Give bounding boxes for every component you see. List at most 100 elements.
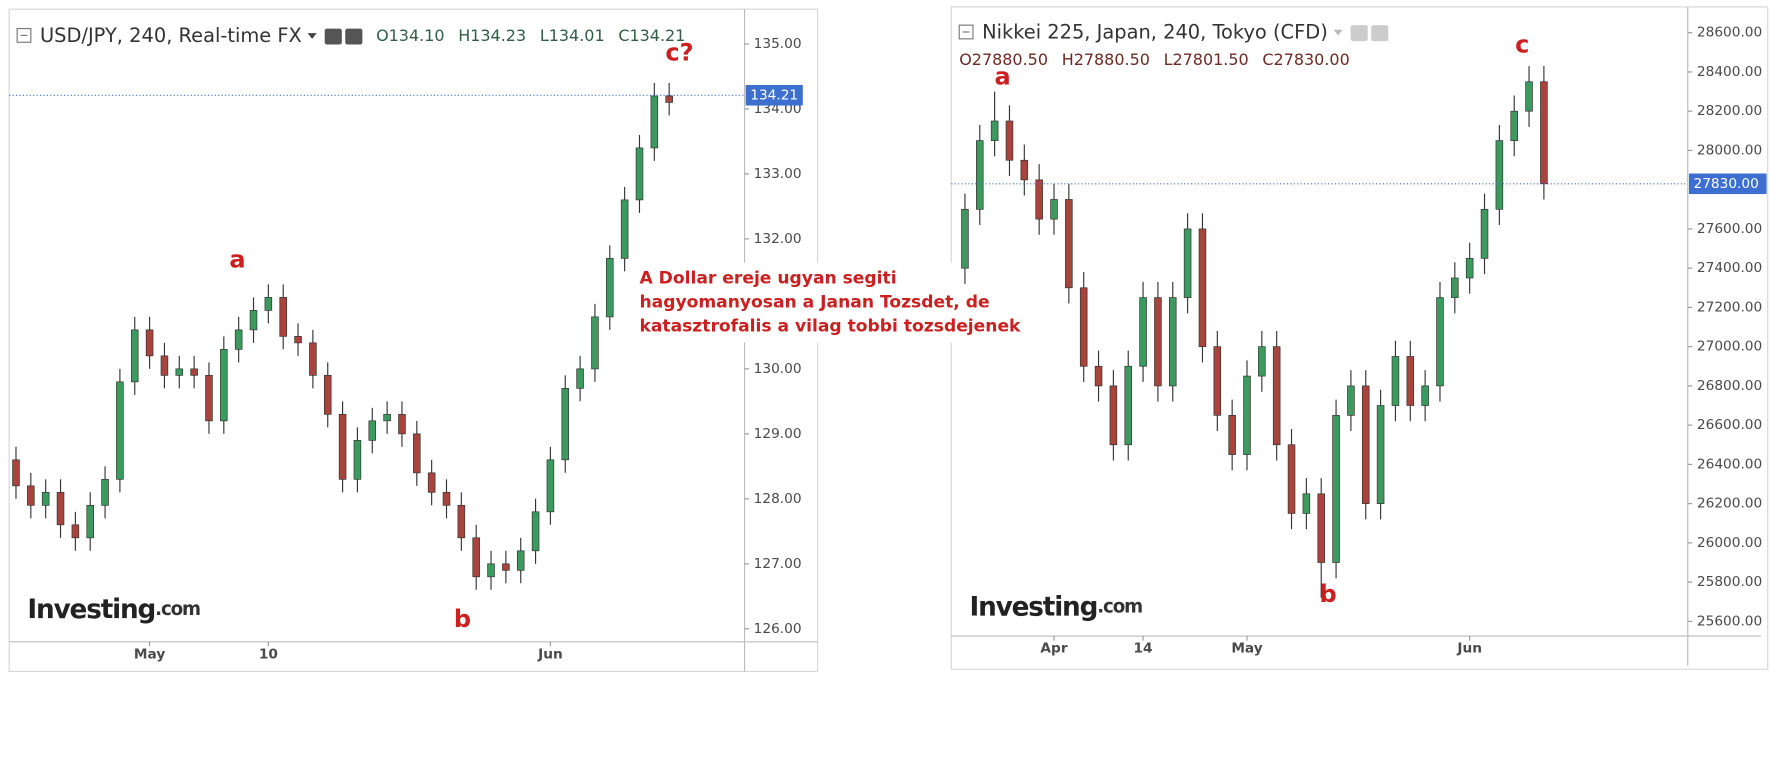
candle-body — [1272, 346, 1281, 446]
candle-body — [368, 420, 377, 441]
ohlc-value: H27880.50 — [1062, 50, 1150, 69]
candle-body — [1124, 365, 1133, 446]
y-tick-label: 129.00 — [754, 426, 802, 442]
candle-body — [531, 511, 540, 552]
candle-body — [442, 491, 451, 506]
price-tag-label: 134.21 — [750, 87, 798, 103]
x-tick-label: Jun — [1456, 641, 1482, 657]
candle-body — [635, 147, 644, 201]
ohlc-value: O134.10 — [376, 26, 444, 45]
candle-body — [1480, 208, 1489, 259]
candle-body — [561, 388, 570, 461]
candle-body — [1391, 356, 1400, 406]
candle-body — [1347, 385, 1355, 416]
logo: Investing.com — [970, 592, 1143, 622]
note-line: katasztrofalis a vilag tobbi tozsdejenek — [639, 317, 1021, 337]
y-tick-label: 26200.00 — [1697, 496, 1762, 512]
candle-body — [1079, 287, 1088, 367]
candle-body — [606, 258, 614, 318]
candle-body — [1525, 81, 1533, 112]
y-tick-label: 26800.00 — [1697, 378, 1762, 394]
x-tick-label: Jun — [537, 646, 563, 662]
candle-body — [338, 413, 347, 480]
dropdown-icon — [1333, 29, 1343, 36]
candle-body — [145, 329, 154, 357]
note-line: A Dollar ereje ugyan segiti — [639, 269, 896, 289]
y-tick-label: 28400.00 — [1697, 64, 1762, 80]
right-panel — [950, 6, 1769, 670]
ohlc-value: O27880.50 — [959, 50, 1048, 69]
candle-body — [234, 329, 243, 350]
logo-word: Investing — [27, 594, 155, 624]
candle-body — [1540, 81, 1548, 185]
candle-body — [1317, 493, 1325, 563]
note-line: hagyomanyosan a Janan Tozsdet, de — [639, 293, 989, 313]
y-tick-label: 26400.00 — [1697, 456, 1762, 472]
candle-body — [1406, 356, 1415, 406]
candle-body — [1168, 297, 1177, 387]
collapse-icon — [958, 24, 974, 40]
candle-body — [1243, 375, 1251, 455]
candle-body — [620, 199, 629, 259]
y-tick-label: 128.00 — [754, 491, 802, 507]
wave-label: c? — [665, 39, 693, 67]
candle-body — [1302, 493, 1311, 514]
y-tick-label: 135.00 — [754, 36, 802, 52]
candle-body — [175, 368, 184, 376]
candle-body — [130, 329, 139, 383]
candle-body — [205, 375, 213, 422]
wave-label: c — [1515, 31, 1529, 59]
y-tick-label: 133.00 — [754, 166, 802, 182]
ohlc-value: C134.21 — [618, 26, 685, 45]
logo-suffix: .com — [155, 599, 200, 620]
candle-body — [56, 491, 65, 526]
candle-body — [190, 368, 198, 376]
ohlc-value: C27830.00 — [1262, 50, 1349, 69]
y-tick-label: 126.00 — [754, 621, 802, 637]
y-tick-label: 26600.00 — [1697, 417, 1762, 433]
candle-body — [264, 297, 273, 311]
candle-body — [650, 95, 659, 149]
wave-label: b — [1319, 580, 1336, 608]
ohlc-value: L134.01 — [540, 26, 605, 45]
y-tick-label: 27000.00 — [1697, 339, 1762, 355]
chart-title: Nikkei 225, Japan, 240, Tokyo (CFD) — [982, 21, 1328, 44]
collapse-icon — [16, 27, 32, 43]
candle-body — [71, 524, 80, 539]
candle-body — [1198, 228, 1207, 347]
candle-body — [1495, 140, 1504, 210]
y-tick-label: 27200.00 — [1697, 299, 1762, 315]
chart-title: USD/JPY, 240, Real-time FX — [40, 24, 302, 47]
settings-icon — [1371, 25, 1389, 42]
candle-body — [961, 208, 969, 269]
x-tick-label: 10 — [259, 646, 278, 662]
candle-body — [1258, 346, 1266, 377]
x-tick-label: Apr — [1040, 641, 1067, 657]
note-background — [634, 262, 978, 343]
price-tag — [1688, 173, 1767, 195]
candle-body — [665, 95, 673, 103]
visibility-icon — [1350, 25, 1368, 42]
candle-body — [101, 478, 109, 506]
settings-icon — [345, 28, 363, 45]
candle-body — [502, 563, 510, 571]
y-tick-label: 27400.00 — [1697, 260, 1762, 276]
price-tag — [745, 84, 803, 106]
price-tag-label: 27830.00 — [1693, 176, 1758, 192]
y-tick-label: 127.00 — [754, 556, 802, 572]
candle-body — [1510, 110, 1518, 141]
logo-word: Investing — [970, 592, 1098, 622]
candle-body — [1065, 199, 1073, 289]
candle-body — [353, 439, 362, 480]
dropdown-icon — [307, 33, 317, 39]
candle-body — [516, 550, 525, 571]
y-tick-label: 28600.00 — [1697, 25, 1762, 41]
candle-body — [1451, 277, 1459, 298]
candle-body — [27, 485, 35, 506]
candle-body — [1005, 120, 1014, 161]
logo-suffix: .com — [1097, 597, 1142, 618]
candle-body — [1465, 258, 1474, 279]
candle-body — [1109, 385, 1118, 446]
y-tick-label: 28000.00 — [1697, 142, 1762, 158]
